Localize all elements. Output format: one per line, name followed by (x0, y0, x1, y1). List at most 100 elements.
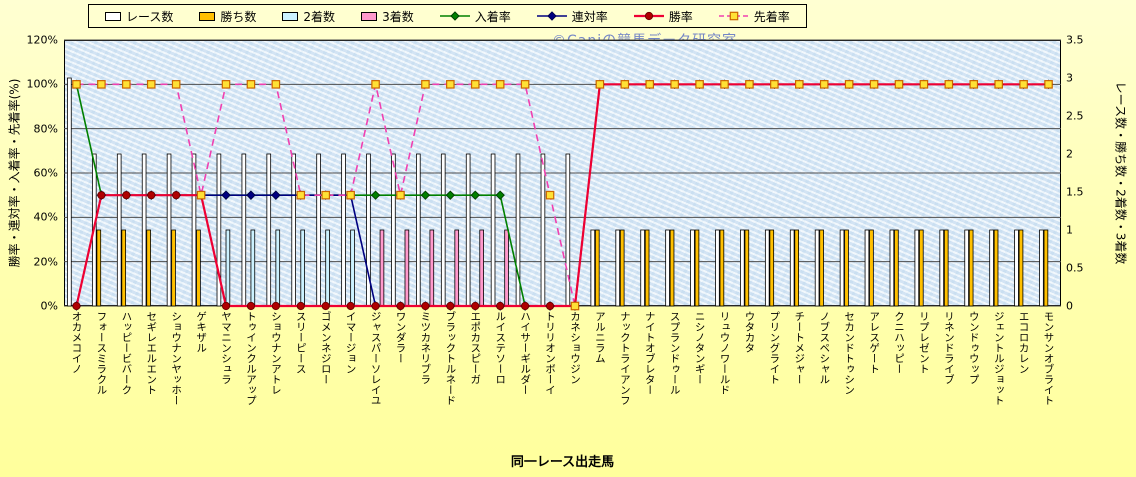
marker-first_finish_rate (122, 80, 131, 89)
marker-place_rate (445, 190, 456, 200)
bar-race_count (939, 229, 945, 307)
marker-first_finish_rate (944, 80, 954, 89)
bar-race_count (540, 153, 546, 307)
x-axis-label: フォースミラクル (95, 311, 108, 395)
marker-first_finish_rate (221, 80, 231, 89)
bar-race_count (191, 153, 197, 307)
x-axis-label: ニシノタンギー (693, 311, 706, 385)
legend-swatch-third_count-icon (361, 11, 378, 21)
bar-win_count (993, 229, 999, 307)
bar-third_count (479, 229, 484, 307)
x-axis-label: スリーピース (294, 311, 307, 374)
x-axis-label: ジェントルジョット (992, 311, 1005, 406)
bar-race_count (814, 229, 820, 307)
marker-place_rate (470, 190, 480, 200)
x-axis-label: セカンドトゥシン (843, 311, 856, 395)
bar-race_count (864, 229, 870, 307)
x-axis-label: ワンダラー (394, 311, 407, 364)
x-axis-label: ジャスパーソレイユ (369, 311, 382, 406)
bar-second_count (325, 229, 330, 307)
marker-first_finish_rate (770, 80, 779, 89)
marker-win_rate (97, 191, 106, 200)
x-axis-label: エコロカレン (1017, 311, 1030, 374)
x-axis-label: クニハッピー (892, 311, 905, 374)
gridlines (64, 39, 1061, 307)
marker-first_finish_rate (695, 80, 704, 89)
marker-win_rate (221, 301, 231, 311)
legend-label-third_count: 3着数 (382, 9, 414, 24)
bar-race_count (166, 153, 172, 307)
marker-first_finish_rate (97, 80, 106, 89)
bar-race_count (341, 153, 346, 307)
x-axis-label: ノブスペシャル (818, 311, 831, 385)
x-axis-label: リュウノワールド (718, 311, 731, 395)
x-axis-label: トリリオンボーイ (544, 311, 557, 395)
x-axis-label: ハッピービバーク (120, 311, 133, 395)
marker-win_rate (371, 301, 380, 311)
left-axis-tick: 60% (33, 166, 58, 180)
bar-race_count (914, 229, 920, 307)
x-axis-label: アルニラム (593, 311, 606, 364)
bar-third_count (454, 229, 460, 307)
marker-win_rate (496, 301, 505, 311)
marker-place_rate (370, 190, 381, 200)
marker-first_finish_rate (570, 301, 580, 311)
marker-win_rate (296, 301, 305, 311)
marker-first_finish_rate (720, 80, 729, 89)
marker-win_rate (644, 11, 653, 21)
marker-quinella_rate (271, 190, 281, 200)
x-axis-label: エポカスピーガ (469, 311, 482, 385)
bar-win_count (121, 229, 127, 307)
bar-win_count (694, 229, 700, 307)
bar-race_count (266, 153, 272, 307)
bar-second_count (250, 229, 256, 307)
legend-label-place_rate: 入着率 (474, 9, 511, 24)
marker-quinella_rate (221, 190, 231, 200)
legend-swatch-win_count-icon (199, 11, 216, 21)
marker-first_finish_rate (794, 80, 804, 89)
x-axis-label: ゴメンネジロー (319, 311, 332, 385)
x-axis-label: トゥインクルアップ (244, 311, 257, 406)
bar-win_count (146, 229, 151, 307)
left-axis-tick: 0% (40, 299, 58, 313)
legend-label-second_count: 2着数 (303, 9, 336, 24)
marker-win_rate (446, 301, 455, 311)
marker-first_finish_rate (446, 80, 455, 89)
marker-quinella_rate (547, 11, 557, 21)
legend-label-first_finish_rate: 先着率 (753, 9, 790, 24)
marker-first_finish_rate (171, 80, 181, 89)
x-axis-label: ウンドゥウップ (967, 311, 980, 385)
marker-first_finish_rate (819, 80, 829, 89)
bar-race_count (640, 229, 645, 307)
marker-win_rate (246, 301, 256, 311)
bar-race_count (116, 153, 122, 307)
marker-first_finish_rate (1044, 80, 1053, 89)
x-axis-label: ナイトオブレター (643, 311, 656, 395)
bar-race_count (740, 229, 745, 307)
bar-third_count (404, 229, 410, 307)
bar-win_count (171, 229, 176, 307)
marker-first_finish_rate (620, 80, 630, 89)
bar-race_count (665, 229, 670, 307)
bar-win_count (819, 229, 824, 307)
left-axis-tick: 100% (26, 77, 58, 91)
x-axis-label: プリングライト (768, 311, 781, 385)
bar-race_count (490, 153, 496, 307)
legend-swatch-win_rate-icon (633, 11, 664, 21)
bar-win_count (644, 229, 650, 307)
x-axis-label: リプレゼント (917, 311, 930, 374)
marker-win_rate (271, 301, 280, 311)
bar-second_count (350, 229, 355, 307)
bar-win_count (794, 229, 799, 307)
legend-swatch-place_rate-icon (439, 11, 470, 21)
x-axis-label: イマージョン (344, 311, 357, 374)
bar-win_count (619, 229, 625, 307)
marker-first_finish_rate (969, 80, 979, 89)
marker-win_rate (545, 301, 555, 311)
bar-race_count (789, 229, 795, 307)
x-axis-label: ゲキザル (195, 311, 208, 353)
bar-race_count (440, 153, 446, 307)
marker-first_finish_rate (470, 80, 480, 89)
